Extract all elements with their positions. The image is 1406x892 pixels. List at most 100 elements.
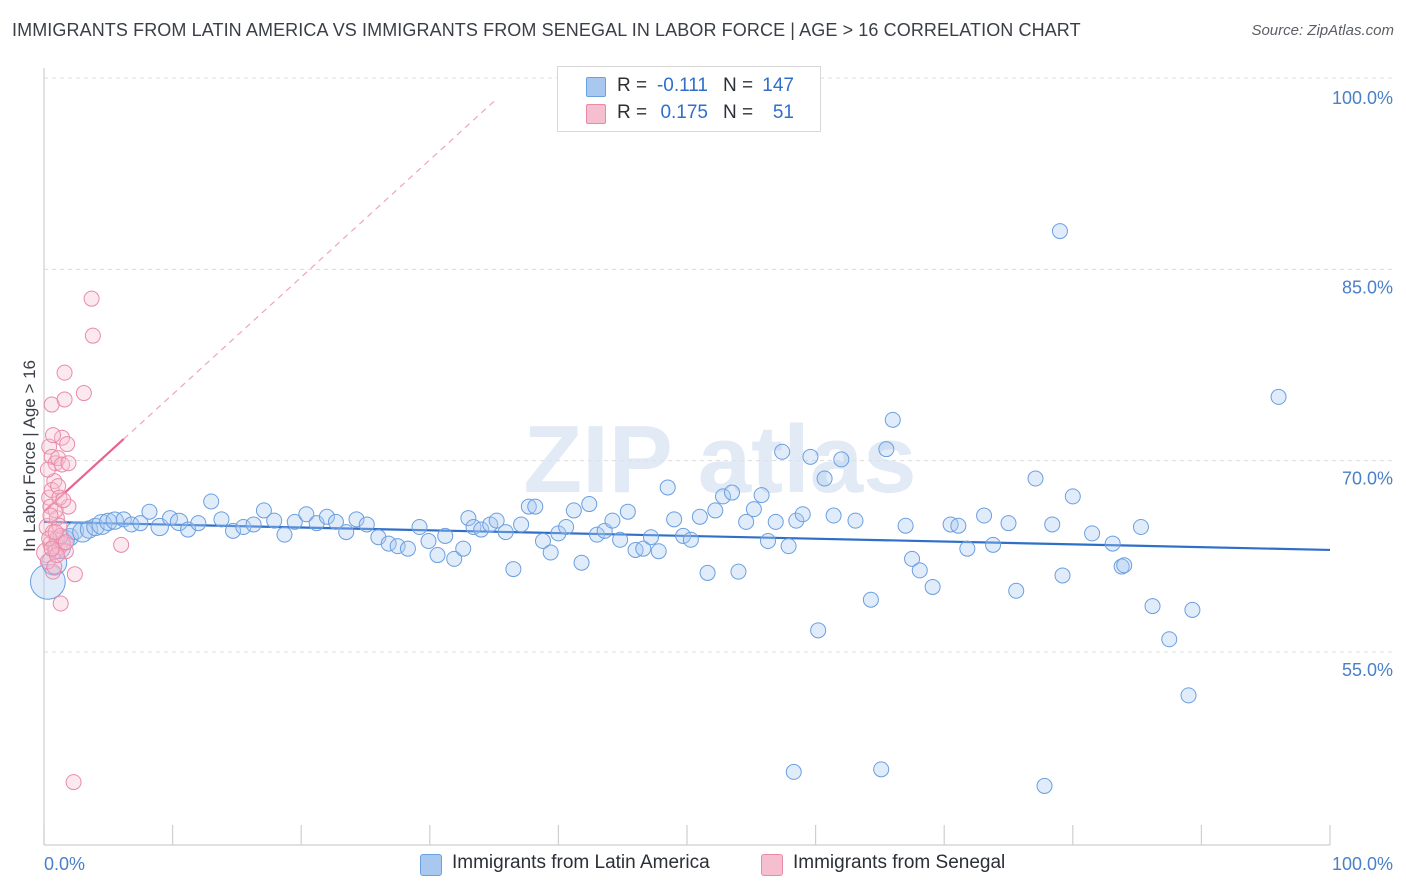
point-senegal: [39, 553, 56, 570]
point-latin-america: [1054, 567, 1071, 584]
stats-row-senegal: R = 0.175 N = 51: [558, 102, 820, 128]
point-latin-america: [1027, 470, 1044, 487]
legend: Immigrants from Latin America Immigrants…: [0, 852, 1406, 878]
point-latin-america: [266, 512, 283, 529]
point-latin-america: [1051, 223, 1068, 240]
point-latin-america: [420, 533, 437, 550]
point-senegal: [43, 540, 60, 557]
watermark: ZIP atlas: [523, 406, 916, 513]
point-senegal: [41, 530, 58, 547]
r-value: 0.175: [660, 102, 708, 123]
point-latin-america: [753, 487, 770, 504]
x-tick-label: 0.0%: [44, 854, 85, 874]
point-senegal: [75, 385, 92, 402]
point-latin-america: [29, 563, 66, 600]
point-latin-america: [959, 540, 976, 557]
point-senegal: [65, 774, 82, 791]
chart-title: IMMIGRANTS FROM LATIN AMERICA VS IMMIGRA…: [12, 20, 1081, 40]
point-latin-america: [203, 493, 220, 510]
point-latin-america: [1036, 777, 1053, 794]
point-latin-america: [276, 526, 293, 543]
stats-box: R = -0.111 N = 147 R = 0.175 N = 51: [557, 66, 821, 132]
point-latin-america: [802, 448, 819, 465]
y-tick-label: 85.0%: [1342, 277, 1393, 297]
r-value: -0.111: [656, 75, 708, 96]
trend-line-senegal-extension: [123, 100, 495, 440]
point-senegal: [113, 536, 130, 553]
point-latin-america: [581, 496, 598, 513]
point-latin-america: [505, 561, 522, 578]
point-senegal: [52, 595, 69, 612]
point-senegal: [54, 429, 71, 446]
data-points: [29, 223, 1287, 794]
point-latin-america: [985, 536, 1002, 553]
point-senegal: [59, 436, 76, 453]
stats-swatch-senegal: [586, 104, 606, 124]
y-tick-label: 55.0%: [1342, 660, 1393, 680]
point-senegal: [50, 478, 67, 495]
point-latin-america: [213, 511, 230, 528]
point-latin-america: [730, 563, 747, 580]
point-senegal: [47, 524, 64, 541]
point-latin-america: [659, 479, 676, 496]
point-latin-america: [862, 591, 879, 608]
trend-line-latin-america: [43, 520, 1331, 552]
point-latin-america: [455, 540, 472, 557]
n-label: N =: [723, 102, 754, 123]
r-label: R =: [617, 102, 648, 123]
point-latin-america: [816, 470, 833, 487]
point-latin-america: [774, 443, 791, 460]
point-latin-america: [534, 533, 551, 550]
point-latin-america: [738, 513, 755, 530]
point-latin-america: [1161, 631, 1178, 648]
legend-label: Immigrants from Senegal: [793, 852, 1006, 873]
point-senegal: [60, 455, 77, 472]
gridlines: [44, 77, 1394, 653]
point-senegal: [56, 364, 73, 381]
legend-swatch-latin-america: [420, 854, 442, 876]
point-senegal: [56, 391, 73, 408]
point-latin-america: [72, 521, 94, 543]
point-latin-america: [745, 501, 762, 518]
point-latin-america: [666, 511, 683, 528]
point-latin-america: [358, 516, 375, 533]
point-latin-america: [950, 517, 967, 534]
point-senegal: [45, 427, 62, 444]
point-latin-america: [780, 538, 797, 555]
point-latin-america: [699, 564, 716, 581]
point-latin-america: [497, 524, 514, 541]
point-latin-america: [1144, 598, 1161, 615]
point-latin-america: [389, 538, 406, 555]
point-senegal: [39, 461, 56, 478]
point-latin-america: [1116, 557, 1133, 574]
point-latin-america: [1180, 687, 1197, 704]
tick-labels: 55.0% 70.0% 85.0% 100.0% 0.0% 100.0%: [44, 88, 1393, 874]
point-latin-america: [884, 411, 901, 428]
point-latin-america: [1132, 518, 1149, 535]
point-latin-america: [558, 518, 575, 535]
point-latin-america: [380, 535, 397, 552]
point-senegal: [66, 566, 83, 583]
stats-row-latin-america: R = -0.111 N = 147: [558, 75, 820, 101]
point-latin-america: [225, 522, 242, 539]
n-value: 147: [762, 75, 794, 96]
stats-swatch-latin-america: [586, 77, 606, 97]
point-latin-america: [473, 521, 490, 538]
y-tick-label: 70.0%: [1342, 469, 1393, 489]
point-latin-america: [141, 503, 158, 520]
trend-lines: [43, 100, 1331, 552]
point-latin-america: [460, 510, 477, 527]
point-latin-america: [446, 550, 463, 567]
point-latin-america: [691, 508, 708, 525]
point-latin-america: [437, 527, 454, 544]
x-tick-label: 100.0%: [1332, 854, 1393, 874]
point-latin-america: [520, 498, 537, 515]
point-latin-america: [642, 529, 659, 546]
point-latin-america: [1008, 582, 1025, 599]
point-latin-america: [619, 503, 636, 520]
point-latin-america: [190, 515, 207, 532]
point-senegal: [54, 456, 71, 473]
point-latin-america: [911, 562, 928, 579]
series-senegal: [36, 290, 130, 791]
